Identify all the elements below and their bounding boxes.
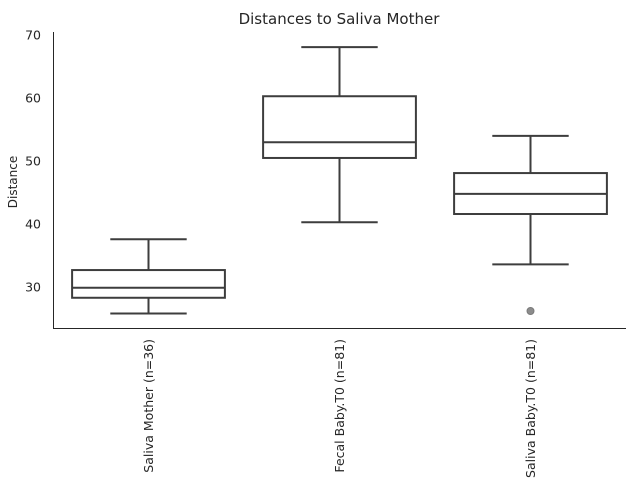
x-tick-label: Saliva Baby.T0 (n=81) [523, 339, 538, 478]
box-group [453, 134, 608, 315]
y-tick-label: 50 [25, 154, 41, 169]
y-tick-label: 70 [25, 28, 41, 43]
x-tick-label: Saliva Mother (n=36) [141, 339, 156, 473]
y-tick-label: 40 [25, 217, 41, 232]
y-tick-labels: 30 40 50 60 70 [25, 28, 41, 295]
box-group [262, 46, 417, 224]
outlier-point [526, 306, 535, 315]
box-iqr [262, 95, 417, 159]
y-axis-label: Distance [6, 156, 20, 208]
chart-title: Distances to Saliva Mother [239, 10, 441, 28]
x-tick-labels: Saliva Mother (n=36) Fecal Baby.T0 (n=81)… [141, 339, 538, 478]
y-tick-label: 60 [25, 91, 41, 106]
y-tick-label: 30 [25, 280, 41, 295]
plot-area [71, 46, 608, 315]
x-tick-label: Fecal Baby.T0 (n=81) [332, 339, 347, 473]
box-group [71, 238, 226, 315]
box-iqr [71, 269, 226, 299]
